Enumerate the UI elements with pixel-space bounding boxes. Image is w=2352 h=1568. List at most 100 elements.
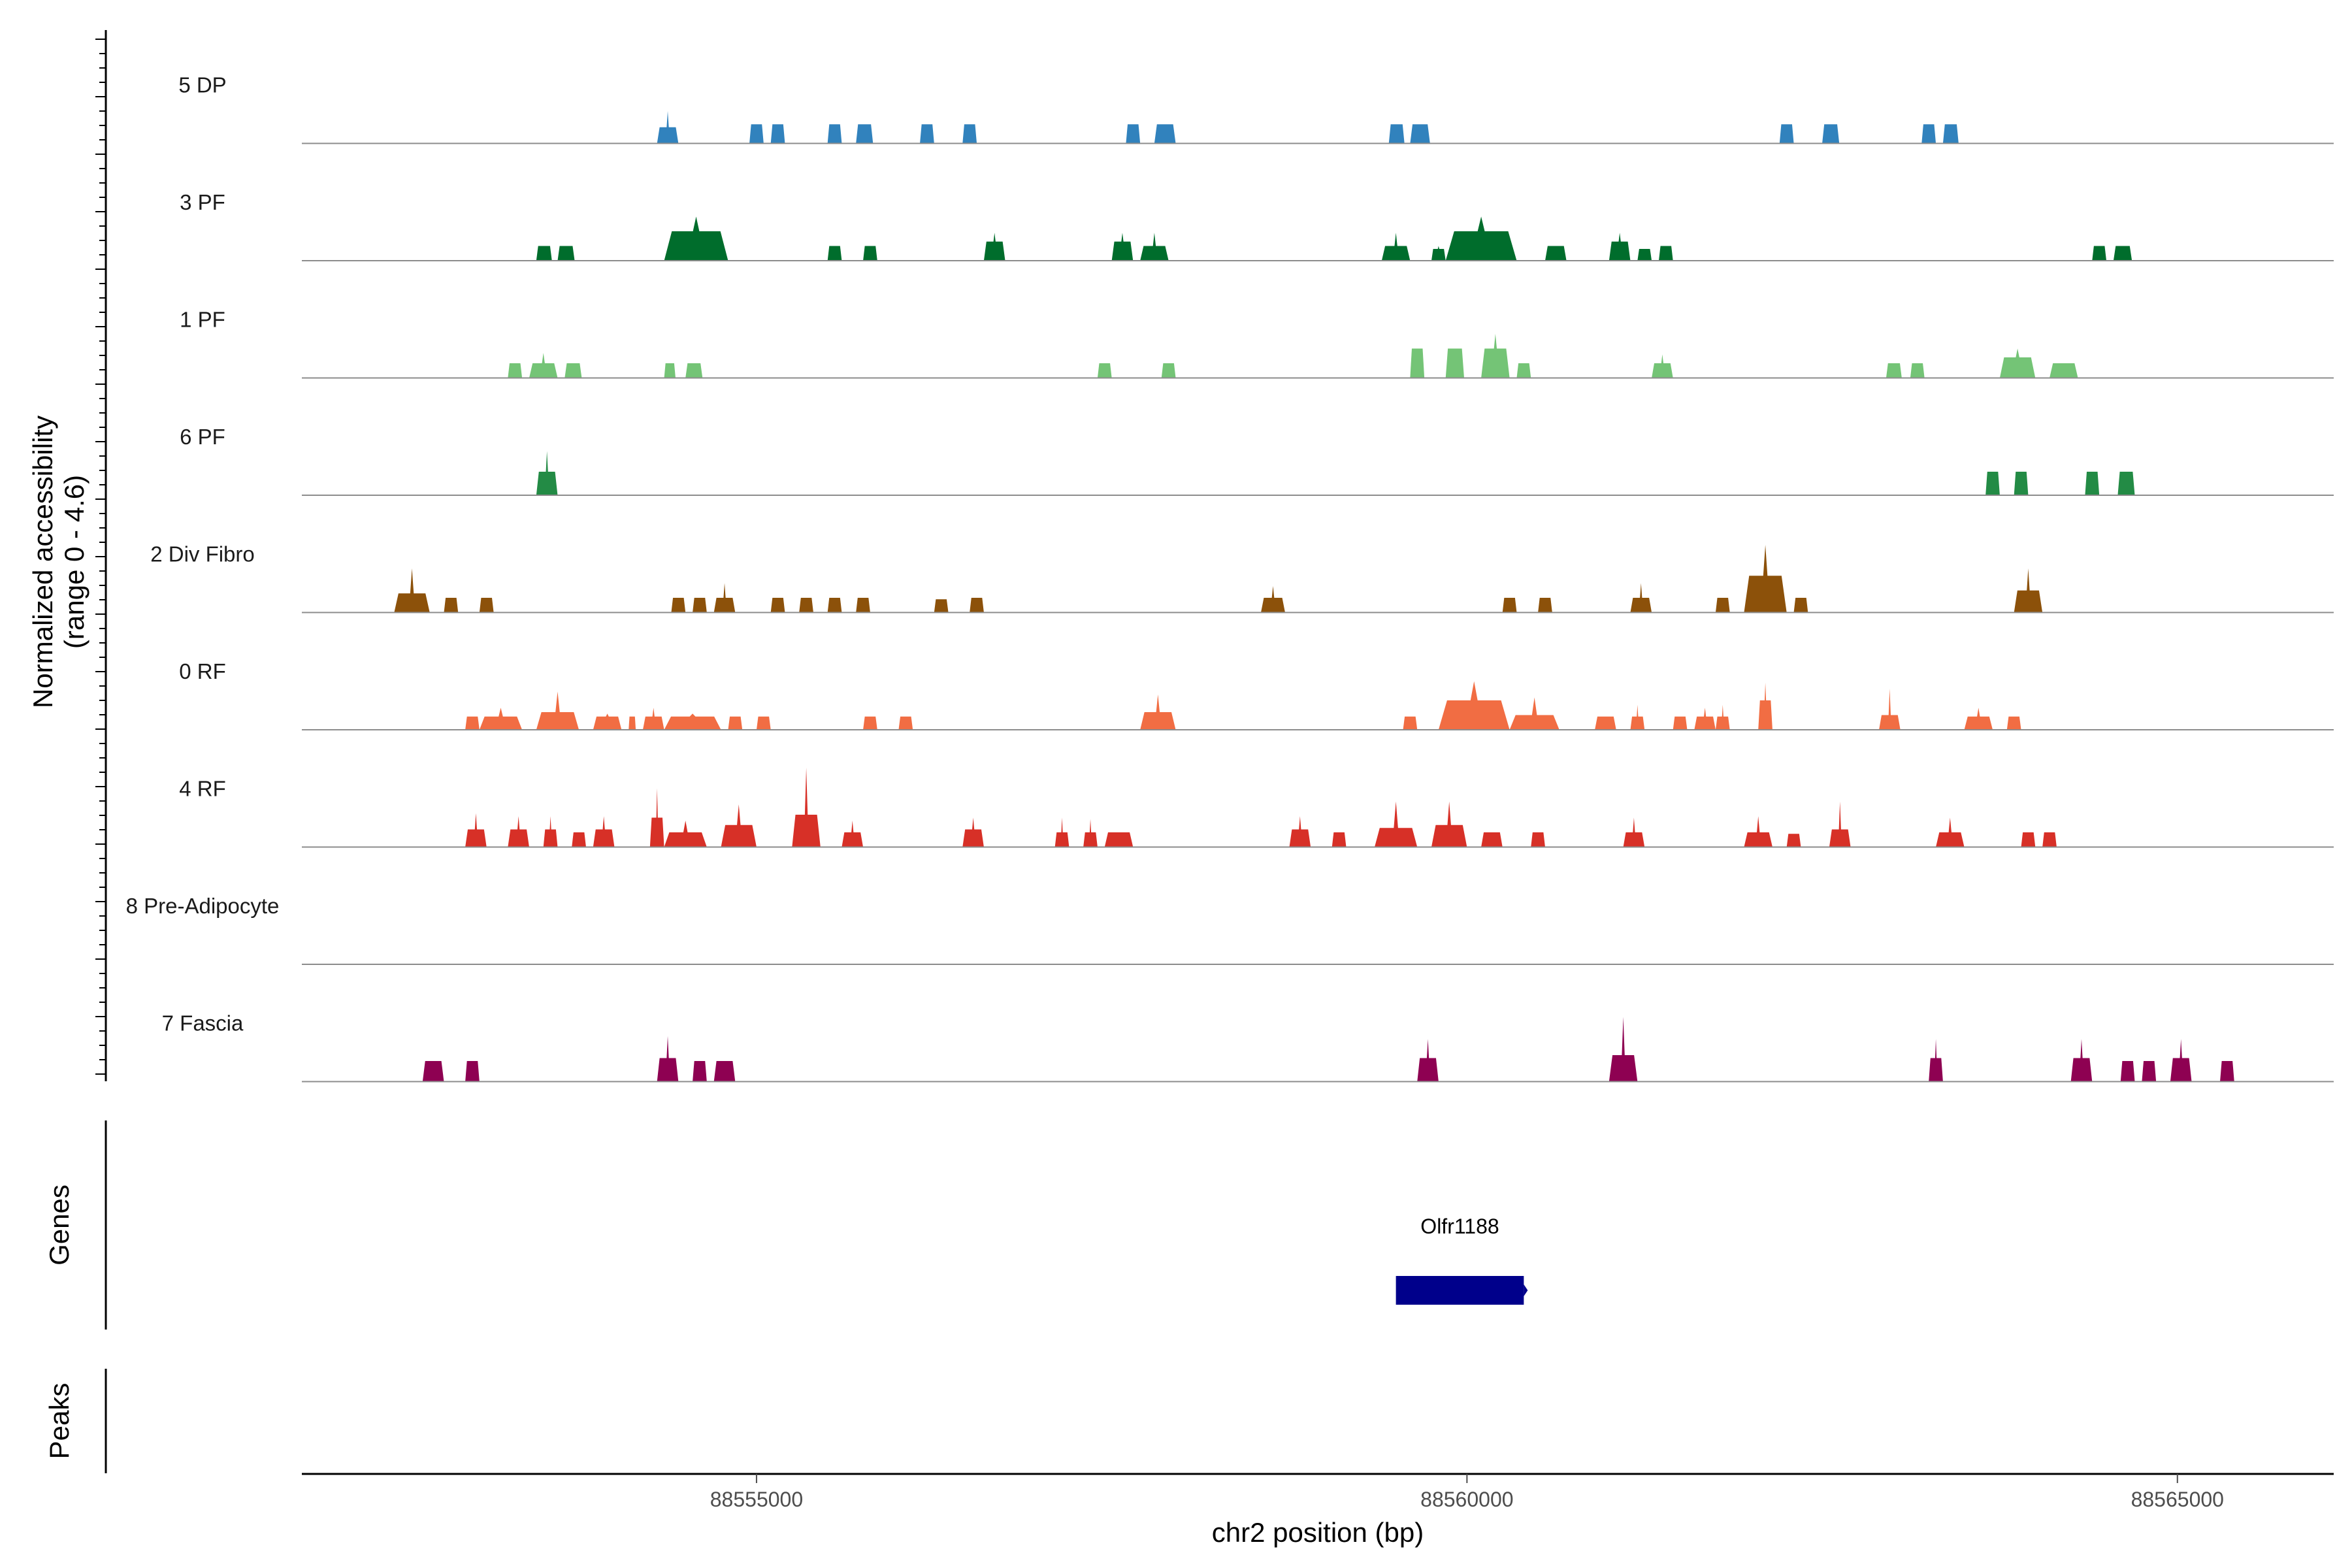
accessibility-peak [536, 246, 552, 261]
x-tick-label: 88565000 [2131, 1488, 2224, 1511]
accessibility-peak [1403, 716, 1418, 730]
accessibility-peak [671, 598, 686, 613]
accessibility-peak [1985, 472, 2000, 495]
accessibility-peak [1111, 233, 1134, 261]
accessibility-peak [1161, 363, 1176, 378]
accessibility-peak [465, 1061, 480, 1082]
accessibility-peak [2070, 1039, 2093, 1082]
accessibility-peak [1637, 249, 1652, 261]
accessibility-peak [1886, 363, 1902, 378]
accessibility-peak [1509, 697, 1560, 730]
peaks-panel-label: Peaks [44, 1383, 74, 1460]
accessibility-peak [1921, 124, 1936, 144]
accessibility-peak [649, 788, 664, 847]
accessibility-peak [799, 598, 813, 613]
accessibility-peak [664, 821, 707, 847]
accessibility-peak [827, 124, 842, 144]
accessibility-peak [713, 583, 736, 613]
accessibility-peak [564, 363, 582, 378]
accessibility-peak [898, 716, 913, 730]
accessibility-peak [2220, 1061, 2234, 1082]
accessibility-peak [756, 716, 771, 730]
x-axis-ticks: 88555000 88560000 88565000 [710, 1474, 2224, 1511]
accessibility-peak [1658, 246, 1673, 261]
track: 3 PF [180, 190, 2334, 261]
accessibility-peak [827, 598, 842, 613]
accessibility-peak [721, 804, 757, 847]
gene-body [1396, 1276, 1524, 1305]
accessibility-peak [713, 1061, 736, 1082]
x-axis-title: chr2 position (bp) [1212, 1517, 1424, 1548]
accessibility-peak [1140, 694, 1176, 730]
accessibility-peak [1331, 832, 1347, 847]
accessibility-peak [1374, 801, 1418, 847]
accessibility-peak [664, 216, 728, 261]
accessibility-peak [1438, 681, 1510, 730]
accessibility-peak [1140, 233, 1169, 261]
accessibility-peak [1502, 598, 1517, 613]
accessibility-peak [465, 813, 487, 847]
accessibility-peak [1942, 124, 1959, 144]
accessibility-peak [2050, 363, 2078, 378]
accessibility-peak [1388, 124, 1405, 144]
accessibility-peak [1261, 586, 1285, 613]
accessibility-peak [934, 599, 949, 613]
accessibility-peak [856, 598, 870, 613]
accessibility-peak [593, 713, 622, 730]
track-label: 3 PF [180, 190, 225, 214]
track-label: 8 Pre-Adipocyte [126, 894, 280, 918]
gene-name: Olfr1188 [1420, 1215, 1499, 1238]
track-label: 4 RF [179, 777, 226, 801]
accessibility-peak [1936, 817, 1965, 847]
accessibility-peak [529, 353, 558, 378]
accessibility-peak [1999, 348, 2036, 378]
accessibility-peak [2092, 246, 2107, 261]
accessibility-peak [983, 233, 1005, 261]
accessibility-peak [962, 124, 977, 144]
accessibility-peak [1431, 801, 1467, 847]
accessibility-peak [1054, 817, 1070, 847]
accessibility-peak [693, 598, 707, 613]
accessibility-peak [1793, 598, 1808, 613]
accessibility-peak [1609, 1017, 1638, 1082]
track-label: 5 DP [178, 73, 226, 97]
track: 2 Div Fibro [150, 542, 2334, 613]
accessibility-peak [2021, 832, 2036, 847]
accessibility-peak [685, 363, 703, 378]
accessibility-peak [1910, 363, 1925, 378]
x-tick-label: 88560000 [1420, 1488, 1513, 1511]
accessibility-peak [2120, 1061, 2135, 1082]
accessibility-peak [543, 816, 558, 847]
track-label: 0 RF [179, 659, 226, 683]
track: 4 RF [179, 768, 2334, 848]
accessibility-peak [728, 716, 743, 730]
genes-panel-label: Genes [44, 1184, 74, 1266]
accessibility-peak [770, 124, 785, 144]
accessibility-peak [792, 768, 821, 847]
accessibility-peak [920, 124, 934, 144]
track-label: 6 PF [180, 425, 225, 449]
accessibility-peak [1538, 598, 1552, 613]
accessibility-peak [1481, 334, 1510, 378]
accessibility-peak [422, 1061, 444, 1082]
track-label: 1 PF [180, 308, 225, 332]
y-axis-ticks [95, 39, 106, 1075]
accessibility-peak [1431, 246, 1446, 261]
accessibility-peak [1829, 801, 1851, 847]
accessibility-peak [572, 832, 586, 847]
accessibility-peak [1715, 704, 1730, 730]
accessibility-peak [1410, 124, 1430, 144]
accessibility-peak [693, 1061, 707, 1082]
accessibility-peak [1516, 363, 1531, 378]
accessibility-peak [465, 716, 480, 730]
track-group: 5 DP 3 PF 1 PF 6 PF 2 Div Fibro 0 RF 4 RF 8 Pre… [126, 73, 2334, 1083]
accessibility-peak [1779, 124, 1794, 144]
accessibility-peak [1445, 348, 1465, 378]
track-label: 7 Fascia [162, 1011, 244, 1036]
x-tick-label: 88555000 [710, 1488, 803, 1511]
accessibility-peak [1531, 832, 1545, 847]
accessibility-peak [2142, 1061, 2157, 1082]
accessibility-peak [1609, 233, 1631, 261]
accessibility-peak [2042, 832, 2057, 847]
track: 6 PF [180, 425, 2334, 496]
